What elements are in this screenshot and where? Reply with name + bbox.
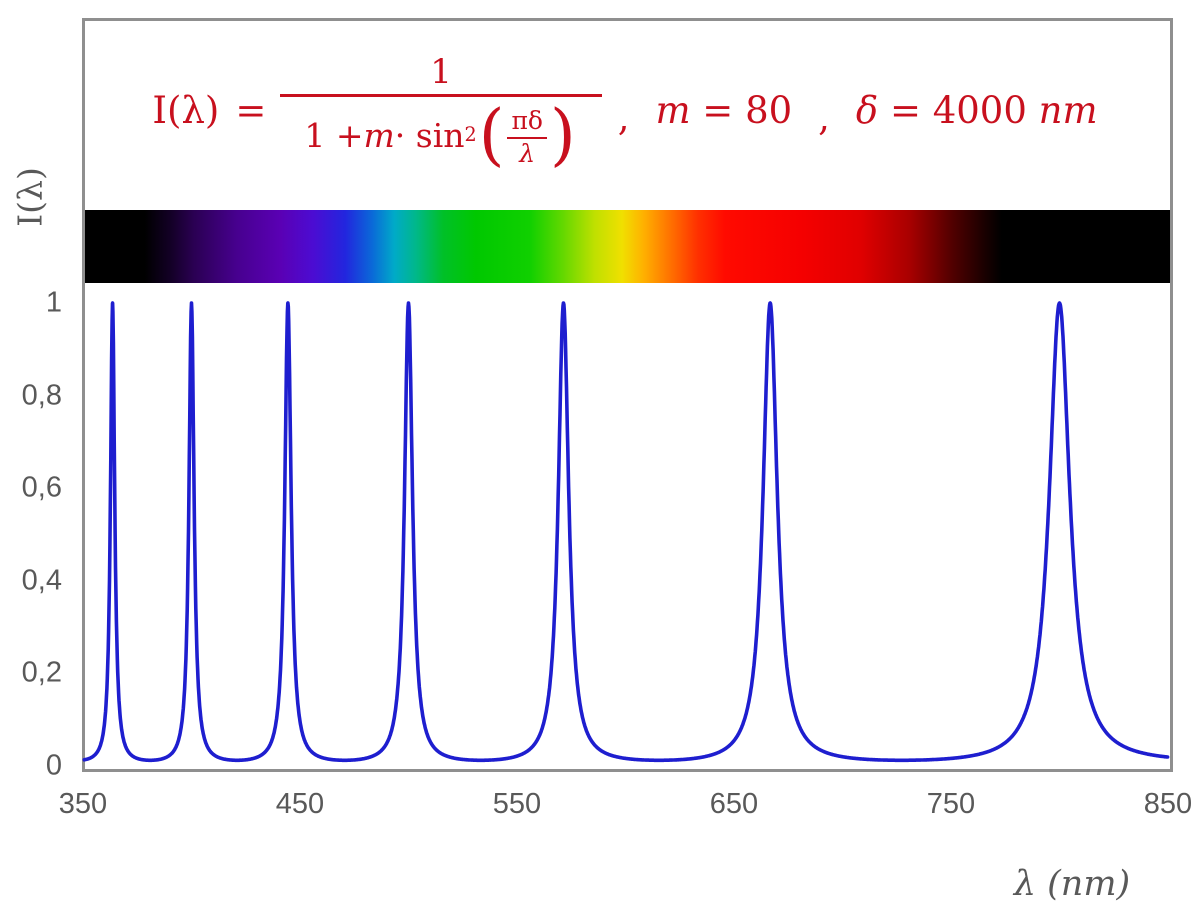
formula-comma-1: , (617, 95, 630, 139)
delta-variable: δ (855, 88, 879, 132)
delta-equation: δ = 4000 nm (856, 89, 1098, 132)
delta-value: = 4000 (878, 88, 1039, 132)
formula-equals: = (235, 88, 267, 132)
y-tick-label: 0,8 (21, 379, 62, 412)
x-tick-label: 750 (926, 788, 976, 820)
denominator-dot-sin: · sin (394, 115, 465, 155)
x-tick-label: 350 (58, 788, 108, 820)
fraction-numerator: 1 (430, 51, 452, 92)
visible-spectrum-bar (85, 210, 1170, 283)
x-tick-label: 450 (275, 788, 325, 820)
formula-comma-2: , (818, 95, 830, 139)
denominator-m: m (363, 115, 395, 155)
x-axis-title: λ (nm) (1013, 864, 1131, 904)
inner-fraction-denominator: λ (519, 138, 536, 168)
x-tick-label: 550 (492, 788, 542, 820)
y-axis-title: I(λ) (10, 167, 50, 227)
m-variable: m (655, 88, 691, 132)
delta-unit: nm (1038, 88, 1098, 132)
x-tick-label: 850 (1143, 788, 1193, 820)
formula-fraction: 1 1 + m · sin 2 ( πδ λ ) (280, 51, 602, 168)
y-tick-label: 0,6 (21, 471, 62, 504)
denominator-one-plus: 1 + (304, 115, 364, 155)
y-tick-label: 0 (45, 749, 62, 782)
m-value: = 80 (690, 88, 793, 132)
intensity-formula: I(λ) = 1 1 + m · sin 2 ( πδ λ ) , m = 80 … (88, 24, 1170, 196)
fraction-denominator: 1 + m · sin 2 ( πδ λ ) (280, 93, 602, 168)
y-tick-label: 0,2 (21, 656, 62, 689)
y-tick-label: 0,4 (21, 564, 62, 597)
inner-fraction: πδ λ (507, 106, 547, 168)
y-tick-label: 1 (45, 286, 62, 319)
inner-fraction-numerator: πδ (507, 106, 547, 139)
formula-lhs: I(λ) (152, 88, 220, 132)
m-equation: m = 80 (655, 89, 792, 132)
x-tick-label: 650 (709, 788, 759, 820)
